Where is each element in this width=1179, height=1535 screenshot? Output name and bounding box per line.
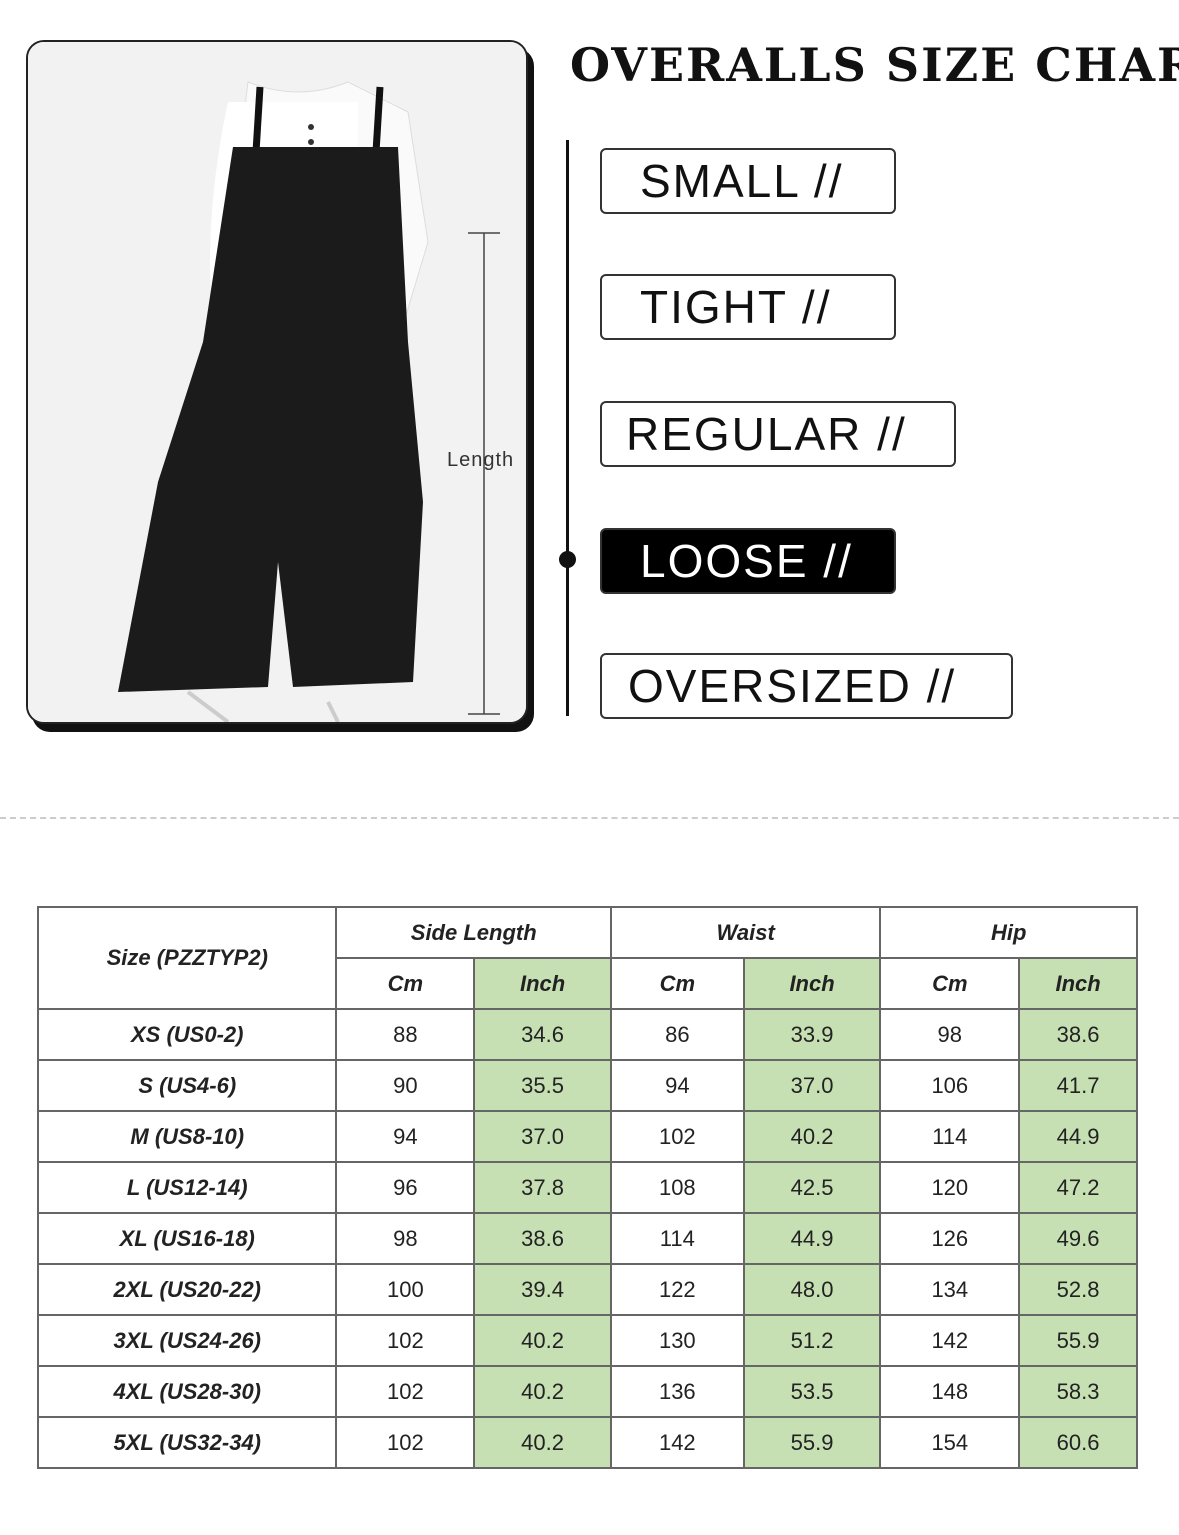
value-cell: 37.0 (473, 1110, 612, 1163)
value-cell: 51.2 (742, 1314, 882, 1367)
size-cell: M (US8-10) (36, 1110, 338, 1163)
value-cell: 120 (879, 1161, 1021, 1214)
fit-oversized: OVERSIZED // (600, 653, 1013, 719)
value-cell: 52.8 (1018, 1263, 1138, 1316)
length-label: Length (447, 449, 515, 471)
value-cell: 37.0 (742, 1059, 882, 1112)
value-cell: 37.8 (473, 1161, 612, 1214)
table-row: XS (US0-2) 88 34.6 86 33.9 98 38.6 (36, 1008, 1138, 1061)
value-cell: 126 (879, 1212, 1021, 1265)
value-cell: 34.6 (473, 1008, 612, 1061)
table-row: L (US12-14) 96 37.8 108 42.5 120 47.2 (36, 1161, 1138, 1214)
unit-header: Inch (1018, 957, 1138, 1010)
group-header: Hip (879, 906, 1138, 959)
value-cell: 100 (335, 1263, 476, 1316)
value-cell: 41.7 (1018, 1059, 1138, 1112)
value-cell: 96 (335, 1161, 476, 1214)
overalls-illustration (28, 42, 526, 722)
table-row: 2XL (US20-22) 100 39.4 122 48.0 134 52.8 (36, 1263, 1138, 1316)
value-cell: 122 (609, 1263, 745, 1316)
size-cell: 4XL (US28-30) (36, 1365, 338, 1418)
value-cell: 136 (609, 1365, 745, 1418)
value-cell: 106 (879, 1059, 1021, 1112)
value-cell: 102 (335, 1314, 476, 1367)
value-cell: 134 (879, 1263, 1021, 1316)
value-cell: 114 (879, 1110, 1021, 1163)
value-cell: 49.6 (1018, 1212, 1138, 1265)
unit-header: Inch (473, 957, 612, 1010)
size-cell: S (US4-6) (36, 1059, 338, 1112)
size-table: Size (PZZTYP2) Side Length Waist Hip Cm … (36, 906, 1138, 1469)
value-cell: 44.9 (1018, 1110, 1138, 1163)
value-cell: 94 (335, 1110, 476, 1163)
table-row: 5XL (US32-34) 102 40.2 142 55.9 154 60.6 (36, 1416, 1138, 1469)
unit-header: Cm (609, 957, 745, 1010)
size-cell: XS (US0-2) (36, 1008, 338, 1061)
value-cell: 48.0 (742, 1263, 882, 1316)
table-row: 3XL (US24-26) 102 40.2 130 51.2 142 55.9 (36, 1314, 1138, 1367)
value-cell: 40.2 (473, 1365, 612, 1418)
value-cell: 38.6 (1018, 1008, 1138, 1061)
value-cell: 102 (335, 1365, 476, 1418)
table-row: S (US4-6) 90 35.5 94 37.0 106 41.7 (36, 1059, 1138, 1112)
fit-loose-selected: LOOSE // (600, 528, 896, 594)
value-cell: 148 (879, 1365, 1021, 1418)
fit-scale-line (566, 140, 569, 716)
value-cell: 94 (609, 1059, 745, 1112)
value-cell: 88 (335, 1008, 476, 1061)
value-cell: 35.5 (473, 1059, 612, 1112)
value-cell: 44.9 (742, 1212, 882, 1265)
group-header: Waist (609, 906, 882, 959)
value-cell: 53.5 (742, 1365, 882, 1418)
page-title: OVERALLS SIZE CHART (570, 38, 1179, 92)
table-row: M (US8-10) 94 37.0 102 40.2 114 44.9 (36, 1110, 1138, 1163)
value-cell: 102 (609, 1110, 745, 1163)
size-cell: 3XL (US24-26) (36, 1314, 338, 1367)
unit-header: Inch (742, 957, 882, 1010)
value-cell: 130 (609, 1314, 745, 1367)
value-cell: 33.9 (742, 1008, 882, 1061)
fit-small: SMALL // (600, 148, 896, 214)
value-cell: 40.2 (742, 1110, 882, 1163)
table-row: 4XL (US28-30) 102 40.2 136 53.5 148 58.3 (36, 1365, 1138, 1418)
value-cell: 98 (335, 1212, 476, 1265)
value-cell: 58.3 (1018, 1365, 1138, 1418)
value-cell: 47.2 (1018, 1161, 1138, 1214)
value-cell: 40.2 (473, 1314, 612, 1367)
table-row: XL (US16-18) 98 38.6 114 44.9 126 49.6 (36, 1212, 1138, 1265)
value-cell: 142 (609, 1416, 745, 1469)
size-cell: L (US12-14) (36, 1161, 338, 1214)
value-cell: 98 (879, 1008, 1021, 1061)
value-cell: 40.2 (473, 1416, 612, 1469)
value-cell: 55.9 (1018, 1314, 1138, 1367)
value-cell: 86 (609, 1008, 745, 1061)
unit-header: Cm (335, 957, 476, 1010)
size-cell: 2XL (US20-22) (36, 1263, 338, 1316)
divider (0, 817, 1179, 819)
value-cell: 60.6 (1018, 1416, 1138, 1469)
value-cell: 154 (879, 1416, 1021, 1469)
unit-header: Cm (879, 957, 1021, 1010)
value-cell: 42.5 (742, 1161, 882, 1214)
value-cell: 90 (335, 1059, 476, 1112)
value-cell: 39.4 (473, 1263, 612, 1316)
product-photo (26, 40, 528, 724)
value-cell: 114 (609, 1212, 745, 1265)
fit-regular: REGULAR // (600, 401, 956, 467)
value-cell: 55.9 (742, 1416, 882, 1469)
size-cell: 5XL (US32-34) (36, 1416, 338, 1469)
fit-indicator-dot (559, 551, 576, 568)
value-cell: 102 (335, 1416, 476, 1469)
size-header: Size (PZZTYP2) (36, 906, 338, 1010)
value-cell: 108 (609, 1161, 745, 1214)
value-cell: 142 (879, 1314, 1021, 1367)
group-header: Side Length (335, 906, 612, 959)
size-cell: XL (US16-18) (36, 1212, 338, 1265)
fit-tight: TIGHT // (600, 274, 896, 340)
value-cell: 38.6 (473, 1212, 612, 1265)
